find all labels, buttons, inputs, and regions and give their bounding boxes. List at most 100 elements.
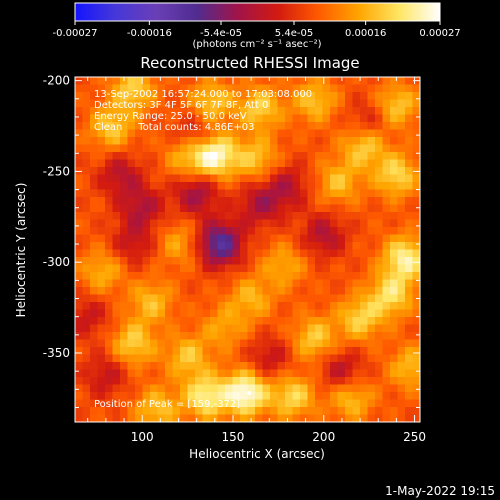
heatmap-cell [330, 242, 339, 251]
heatmap-cell [120, 182, 129, 191]
heatmap-cell [97, 137, 106, 146]
heatmap-cell [75, 137, 84, 146]
heatmap-cell [97, 249, 106, 258]
heatmap-cell [202, 272, 211, 281]
heatmap-cell [195, 362, 204, 371]
heatmap-cell [210, 339, 219, 348]
colorbar-tick-label: -0.00027 [53, 28, 98, 39]
heatmap-cell [322, 99, 331, 108]
heatmap-cell [187, 242, 196, 251]
heatmap-cell [195, 272, 204, 281]
heatmap-cell [82, 264, 91, 273]
heatmap-cell [142, 407, 151, 416]
heatmap-cell [307, 114, 316, 123]
heatmap-cell [352, 264, 361, 273]
heatmap-cell [112, 264, 121, 273]
heatmap-cell [262, 99, 271, 108]
heatmap-cell [150, 182, 159, 191]
heatmap-cell [127, 302, 136, 311]
heatmap-cell [217, 167, 226, 176]
heatmap-cell [277, 174, 286, 183]
heatmap-cell [405, 204, 414, 213]
heatmap-cell [157, 257, 166, 266]
heatmap-cell [367, 114, 376, 123]
heatmap-cell [120, 242, 129, 251]
heatmap-cell [135, 369, 144, 378]
heatmap-cell [262, 242, 271, 251]
heatmap-cell [165, 249, 174, 258]
heatmap-cell [375, 114, 384, 123]
heatmap-cell [247, 249, 256, 258]
heatmap-cell [105, 114, 114, 123]
heatmap-cell [360, 377, 369, 386]
heatmap-cell [322, 414, 331, 422]
heatmap-cell [337, 122, 346, 131]
heatmap-cell [172, 339, 181, 348]
heatmap-cell [82, 302, 91, 311]
heatmap-cell [202, 264, 211, 273]
heatmap-cell [112, 189, 121, 198]
heatmap-cell [210, 92, 219, 101]
heatmap-cell [292, 174, 301, 183]
heatmap-cell [300, 309, 309, 318]
heatmap-cell [90, 354, 99, 363]
heatmap-cell [307, 392, 316, 401]
heatmap-cell [97, 324, 106, 333]
heatmap-cell [90, 107, 99, 116]
heatmap-cell [82, 114, 91, 123]
heatmap-cell [307, 249, 316, 258]
heatmap-cell [82, 174, 91, 183]
heatmap-cell [262, 159, 271, 168]
heatmap-cell [247, 257, 256, 266]
heatmap-cell [277, 197, 286, 206]
heatmap-cell [75, 362, 84, 371]
heatmap-cell [405, 287, 414, 296]
heatmap-cell [292, 152, 301, 161]
heatmap-cell [165, 302, 174, 311]
heatmap-cell [187, 152, 196, 161]
heatmap-cell [405, 137, 414, 146]
heatmap-cell [217, 129, 226, 138]
heatmap-cell [82, 317, 91, 326]
heatmap-cell [142, 189, 151, 198]
heatmap-cell [247, 242, 256, 251]
heatmap-cell [127, 324, 136, 333]
heatmap-cell [330, 279, 339, 288]
heatmap-cell [322, 392, 331, 401]
heatmap-cell [247, 114, 256, 123]
heatmap-cell [142, 167, 151, 176]
heatmap-cell [292, 347, 301, 356]
heatmap-cell [180, 99, 189, 108]
heatmap-cell [240, 182, 249, 191]
heatmap-cell [232, 399, 241, 408]
heatmap-cell [405, 257, 414, 266]
heatmap-cell [247, 77, 256, 86]
heatmap-cell [75, 152, 84, 161]
heatmap-cell [322, 204, 331, 213]
heatmap-cell [330, 197, 339, 206]
heatmap-cell [165, 84, 174, 93]
heatmap-cell [375, 257, 384, 266]
colorbar-tick-label: 0.00016 [345, 28, 386, 39]
heatmap-cell [330, 309, 339, 318]
heatmap-cell [307, 354, 316, 363]
heatmap-cell [82, 152, 91, 161]
heatmap-cell [127, 182, 136, 191]
heatmap-cell [157, 294, 166, 303]
heatmap-cell [412, 234, 420, 243]
heatmap-cell [307, 324, 316, 333]
heatmap-cell [247, 129, 256, 138]
heatmap-cell [105, 287, 114, 296]
heatmap-cell [255, 227, 264, 236]
heatmap-cell [120, 249, 129, 258]
heatmap-cell [172, 384, 181, 393]
heatmap-cell [142, 347, 151, 356]
heatmap-cell [382, 399, 391, 408]
heatmap-cell [405, 122, 414, 131]
heatmap-cell [90, 137, 99, 146]
heatmap-cell [292, 122, 301, 131]
heatmap-cell [172, 77, 181, 86]
heatmap-cell [255, 347, 264, 356]
heatmap-cell [150, 399, 159, 408]
heatmap-cell [97, 182, 106, 191]
